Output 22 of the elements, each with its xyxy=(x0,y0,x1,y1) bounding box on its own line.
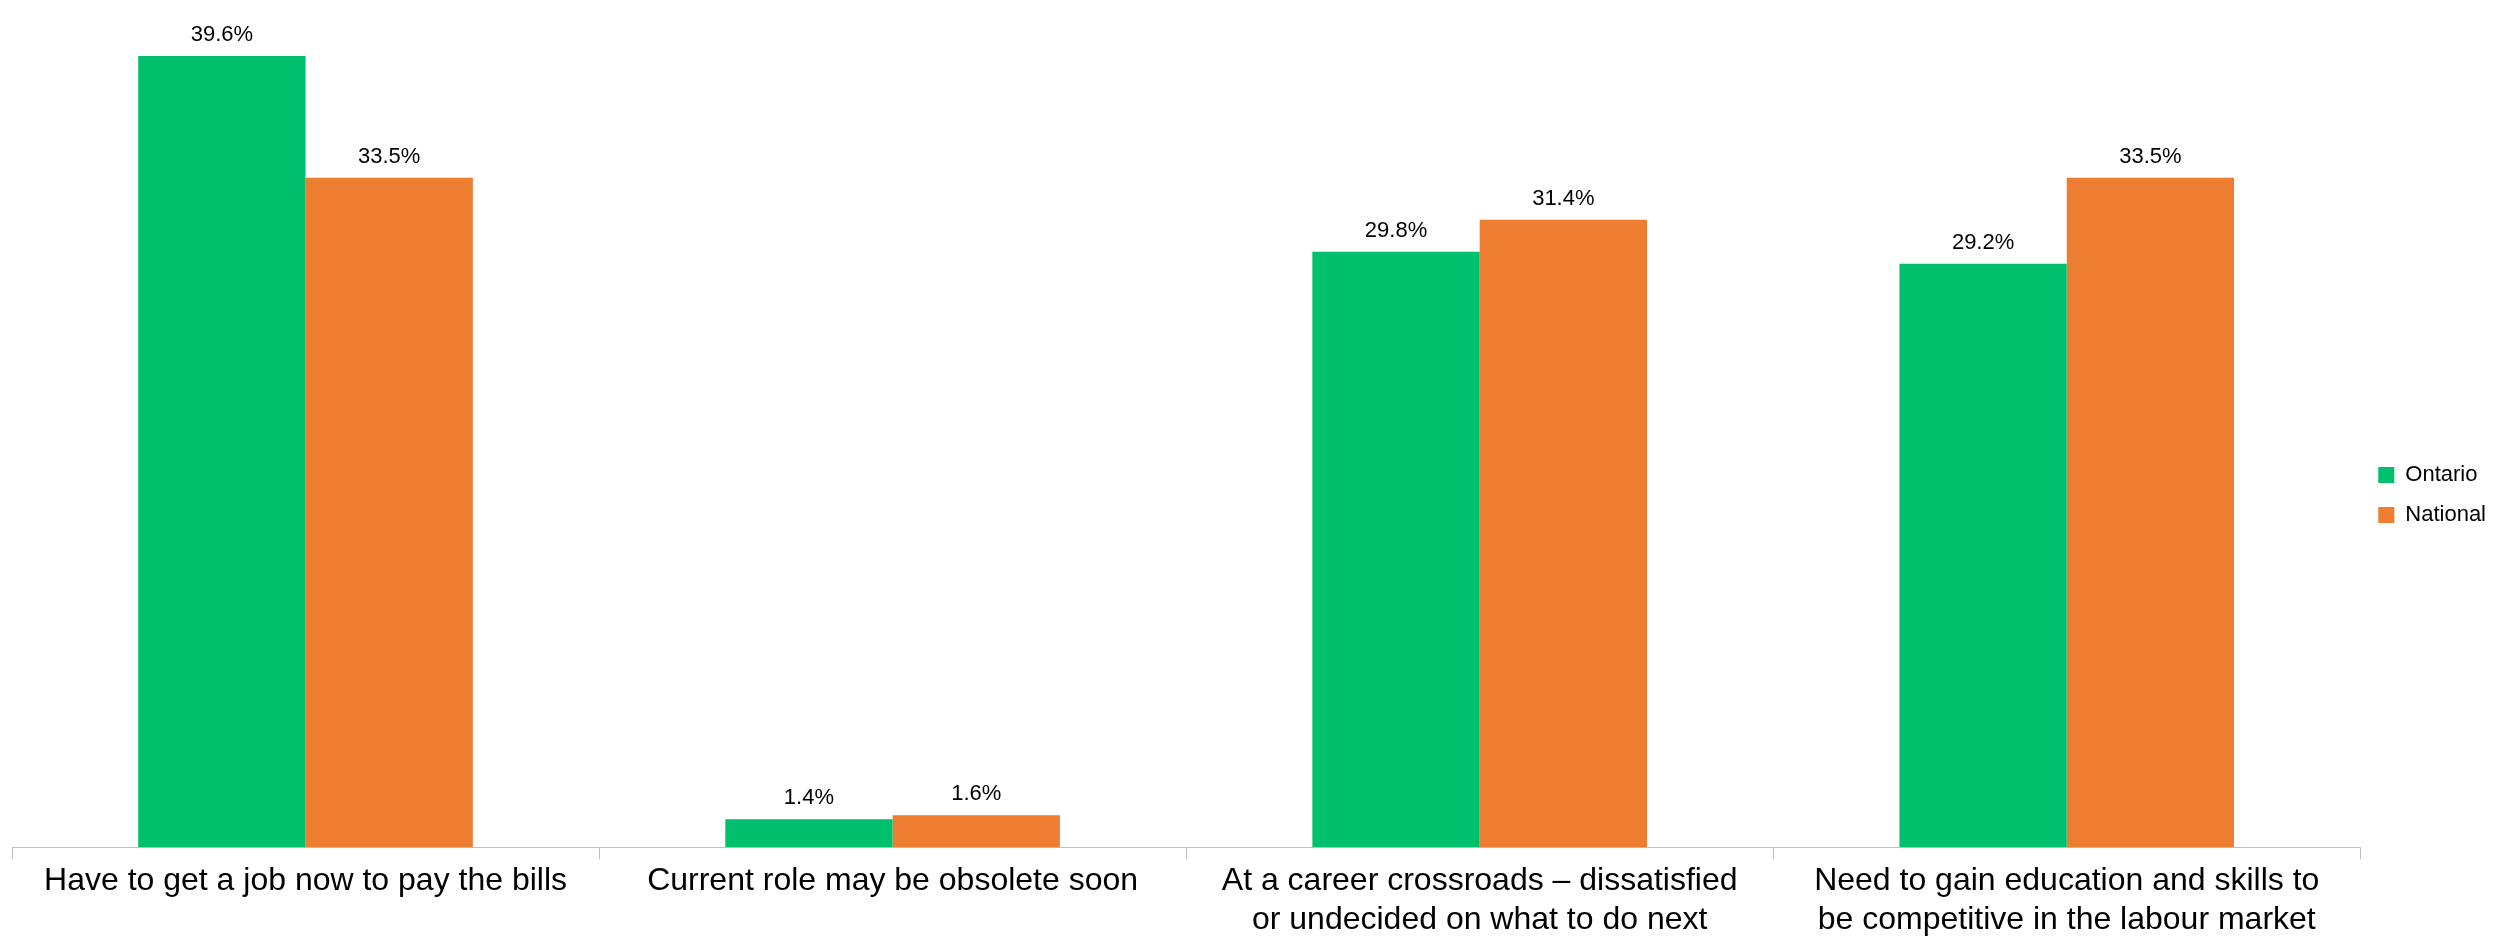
bar xyxy=(892,815,1060,848)
data-label: 33.5% xyxy=(2119,142,2182,168)
legend-label: National xyxy=(2405,501,2486,527)
x-tick-label: Need to gain education and skills to be competitive in the labour market xyxy=(1814,861,2320,936)
legend-label: Ontario xyxy=(2405,461,2478,487)
data-label: 1.4% xyxy=(783,784,835,810)
bar xyxy=(1899,263,2067,848)
data-label: 29.8% xyxy=(1364,216,1428,242)
data-label: 1.6% xyxy=(951,780,1002,806)
bar xyxy=(725,819,893,848)
data-label: 33.5% xyxy=(358,142,421,168)
bar xyxy=(1479,219,1647,848)
x-tick-label: Have to get a job now to pay the bills xyxy=(44,861,568,898)
data-label: 29.2% xyxy=(1951,228,2015,254)
data-label: 31.4% xyxy=(1532,184,1595,210)
bar xyxy=(138,55,306,848)
bar xyxy=(2066,177,2235,848)
data-label: 39.6% xyxy=(190,21,254,47)
bar xyxy=(1312,251,1480,848)
bar xyxy=(305,177,473,848)
x-tick-label: Current role may be obsolete soon xyxy=(647,861,1139,898)
x-tick-label: At a career crossroads – dissatisfied or undecided on what to do next xyxy=(1221,861,1738,936)
